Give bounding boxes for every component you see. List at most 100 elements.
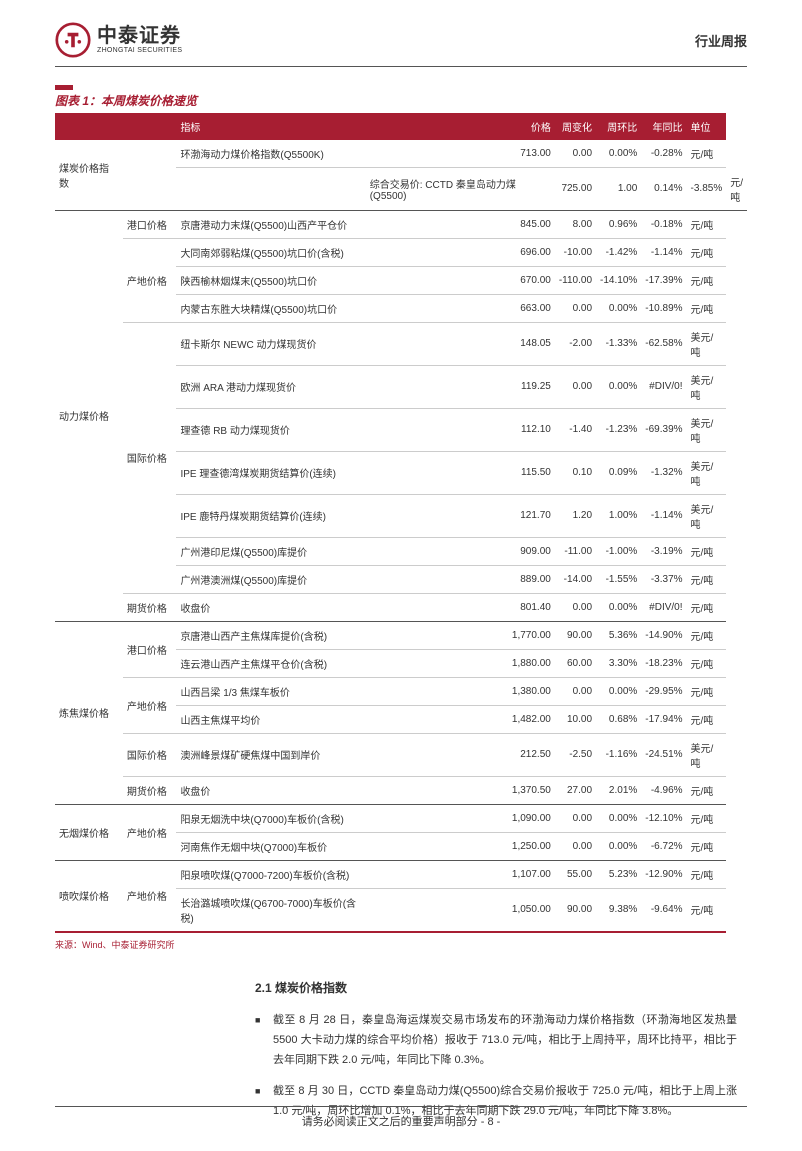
- data-cell: -62.58%: [641, 322, 686, 365]
- data-cell: 美元/吨: [687, 408, 727, 451]
- data-cell: 元/吨: [687, 776, 727, 804]
- data-cell: 2.01%: [596, 776, 641, 804]
- table-header-cell: 单位: [687, 113, 727, 140]
- data-cell: 55.00: [555, 860, 596, 888]
- data-cell: 收盘价: [176, 593, 365, 621]
- data-cell: 长治潞城喷吹煤(Q6700-7000)车板价(含税): [176, 888, 365, 932]
- table-row: 国际价格纽卡斯尔 NEWC 动力煤现货价148.05-2.00-1.33%-62…: [55, 322, 747, 365]
- data-cell: 90.00: [555, 621, 596, 649]
- subcategory-cell: 产地价格: [123, 860, 177, 932]
- footer-text: 请务必阅读正文之后的重要声明部分 - 8 -: [302, 1116, 501, 1128]
- data-cell: 收盘价: [176, 776, 365, 804]
- data-cell: 148.05: [366, 322, 555, 365]
- data-cell: -0.28%: [641, 140, 686, 168]
- data-cell: -12.90%: [641, 860, 686, 888]
- data-cell: 0.96%: [596, 210, 641, 238]
- report-type: 行业周报: [695, 31, 747, 50]
- category-cell: 动力煤价格: [55, 210, 123, 621]
- data-cell: 元/吨: [687, 888, 727, 932]
- data-cell: 元/吨: [687, 621, 727, 649]
- page-footer: 请务必阅读正文之后的重要声明部分 - 8 -: [55, 1106, 747, 1129]
- figure-title: 图表 1：本周煤炭价格速览: [55, 92, 747, 109]
- page-header: 中泰证券 ZHONGTAI SECURITIES 行业周报: [55, 22, 747, 67]
- data-cell: 725.00: [555, 168, 596, 211]
- data-cell: -110.00: [555, 266, 596, 294]
- data-cell: 0.00%: [596, 365, 641, 408]
- subcategory-cell: 国际价格: [123, 322, 177, 593]
- data-cell: 元/吨: [687, 294, 727, 322]
- data-cell: 0.00%: [596, 804, 641, 832]
- table-header-cell: 周环比: [596, 113, 641, 140]
- data-cell: -3.37%: [641, 565, 686, 593]
- data-cell: 889.00: [366, 565, 555, 593]
- data-cell: 0.00%: [596, 677, 641, 705]
- data-cell: 1.00: [596, 168, 641, 211]
- subcategory-cell: 港口价格: [123, 210, 177, 238]
- data-cell: 0.00%: [596, 140, 641, 168]
- data-cell: 112.10: [366, 408, 555, 451]
- data-cell: 845.00: [366, 210, 555, 238]
- data-cell: 美元/吨: [687, 451, 727, 494]
- data-cell: 元/吨: [687, 860, 727, 888]
- data-cell: 0.00%: [596, 832, 641, 860]
- data-cell: -69.39%: [641, 408, 686, 451]
- data-cell: 1.00%: [596, 494, 641, 537]
- category-cell: 煤炭价格指数: [55, 140, 123, 210]
- data-cell: 713.00: [366, 140, 555, 168]
- table-header-cell: [123, 113, 177, 140]
- data-cell: 1,380.00: [366, 677, 555, 705]
- data-cell: 阳泉喷吹煤(Q7000-7200)车板价(含税): [176, 860, 365, 888]
- data-cell: 元/吨: [687, 705, 727, 733]
- data-cell: 909.00: [366, 537, 555, 565]
- data-cell: 元/吨: [687, 832, 727, 860]
- category-cell: 喷吹煤价格: [55, 860, 123, 932]
- data-cell: -1.00%: [596, 537, 641, 565]
- data-cell: -9.64%: [641, 888, 686, 932]
- data-cell: 10.00: [555, 705, 596, 733]
- section-heading: 2.1 煤炭价格指数: [255, 979, 737, 996]
- table-header-cell: 周变化: [555, 113, 596, 140]
- price-table: 指标价格周变化周环比年同比单位 煤炭价格指数环渤海动力煤价格指数(Q5500K)…: [55, 113, 747, 933]
- table-header-cell: 指标: [176, 113, 365, 140]
- data-cell: 京唐港山西产主焦煤库提价(含税): [176, 621, 365, 649]
- data-cell: 澳洲峰景煤矿硬焦煤中国到岸价: [176, 733, 365, 776]
- table-row: 无烟煤价格产地价格阳泉无烟洗中块(Q7000)车板价(含税)1,090.000.…: [55, 804, 747, 832]
- data-cell: 121.70: [366, 494, 555, 537]
- logo-icon: [55, 22, 91, 58]
- data-cell: -10.00: [555, 238, 596, 266]
- data-cell: 内蒙古东胜大块精煤(Q5500)坑口价: [176, 294, 365, 322]
- data-cell: -18.23%: [641, 649, 686, 677]
- table-header-cell: 年同比: [641, 113, 686, 140]
- data-cell: -17.39%: [641, 266, 686, 294]
- data-cell: 元/吨: [726, 168, 747, 211]
- data-cell: 119.25: [366, 365, 555, 408]
- data-cell: 0.68%: [596, 705, 641, 733]
- data-cell: -0.18%: [641, 210, 686, 238]
- table-row: 煤炭价格指数环渤海动力煤价格指数(Q5500K)713.000.000.00%-…: [55, 140, 747, 168]
- data-cell: -1.23%: [596, 408, 641, 451]
- data-cell: -14.90%: [641, 621, 686, 649]
- data-cell: 美元/吨: [687, 494, 727, 537]
- data-cell: 0.10: [555, 451, 596, 494]
- data-cell: -11.00: [555, 537, 596, 565]
- data-cell: -2.00: [555, 322, 596, 365]
- data-cell: 广州港澳洲煤(Q5500)库提价: [176, 565, 365, 593]
- data-cell: -3.19%: [641, 537, 686, 565]
- data-cell: 8.00: [555, 210, 596, 238]
- data-cell: 元/吨: [687, 210, 727, 238]
- data-cell: -1.33%: [596, 322, 641, 365]
- data-cell: 0.00: [555, 365, 596, 408]
- table-row: 动力煤价格港口价格京唐港动力末煤(Q5500)山西产平仓价845.008.000…: [55, 210, 747, 238]
- data-cell: -1.16%: [596, 733, 641, 776]
- data-cell: 801.40: [366, 593, 555, 621]
- data-cell: 理查德 RB 动力煤现货价: [176, 408, 365, 451]
- data-cell: 0.00: [555, 140, 596, 168]
- data-cell: IPE 鹿特丹煤炭期货结算价(连续): [176, 494, 365, 537]
- data-cell: -1.42%: [596, 238, 641, 266]
- data-cell: 670.00: [366, 266, 555, 294]
- data-cell: 元/吨: [687, 266, 727, 294]
- data-cell: 115.50: [366, 451, 555, 494]
- data-cell: 阳泉无烟洗中块(Q7000)车板价(含税): [176, 804, 365, 832]
- data-cell: -12.10%: [641, 804, 686, 832]
- subcategory-cell: 期货价格: [123, 776, 177, 804]
